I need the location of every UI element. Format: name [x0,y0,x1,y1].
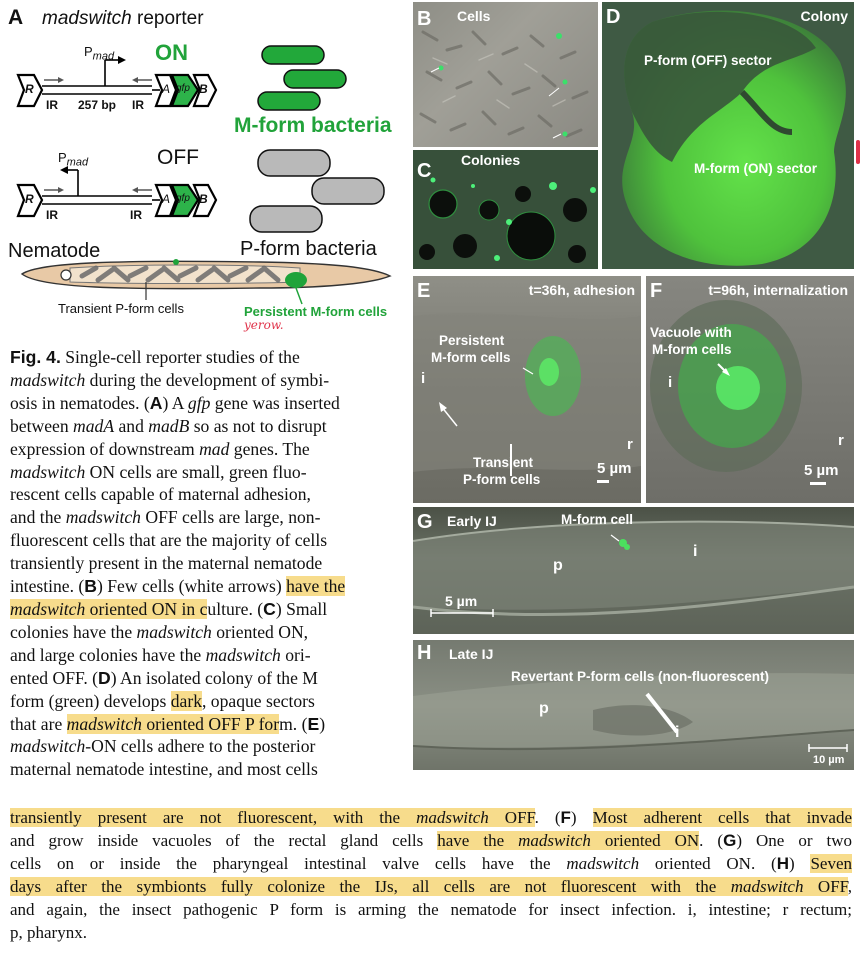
scale-bar-label: 5 µm [597,460,632,477]
panel-d-title: Colony [800,8,848,24]
panel-d-colony [622,10,846,266]
nematode-label: Nematode [8,240,101,262]
panel-h-title: Late IJ [449,646,494,662]
panel-e: E t=36h, adhesion Persistent M-form cell… [413,276,641,503]
gene-a-label: A [162,192,171,206]
bp-label: 257 bp [78,98,117,112]
pmad-label-on: Pmad [84,44,115,63]
persistent-label-2: M-form cells [431,350,511,365]
rectum-label: r [838,432,844,449]
pharynx-label: p [539,700,549,717]
gene-gfp-label: gfp [176,83,190,94]
gene-b-label: B [199,82,208,96]
panel-f: F t=96h, internalization Vacuole with M-… [646,276,854,503]
m-form-rod [257,91,321,111]
ir-label: IR [130,208,142,222]
off-construct [16,166,218,218]
schematic-diagram [16,45,392,305]
panel-g-image [413,520,854,617]
panel-g-letter: G [417,511,433,533]
pmad-label-off: Pmad [58,150,89,169]
m-form-label: M-form bacteria [234,114,392,137]
transient-label-1: Transient [473,455,534,470]
scale-bar-label: 5 µm [445,593,478,609]
panel-f-title: t=96h, internalization [708,282,848,298]
panel-b-texture [419,30,589,139]
m-form-rod [261,45,325,65]
panel-h: H Late IJ Revertant P-form cells (non-fl… [413,640,854,770]
p-form-sector-label: P-form (OFF) sector [644,53,772,68]
gene-a-label: A [162,82,171,96]
panel-d: D Colony P-form (OFF) sector M-form (ON)… [602,2,854,269]
on-construct [16,56,218,108]
nematode-drawing [20,259,392,305]
panel-f-image [650,300,826,485]
panel-e-image [413,313,641,483]
scale-bar-label: 5 µm [804,462,839,479]
ir-label: IR [46,208,58,222]
off-label: OFF [157,146,199,169]
panel-f-letter: F [650,280,663,302]
intestine-label: i [693,543,698,560]
panel-e-letter: E [417,280,431,302]
p-form-rod [257,149,331,177]
m-form-cell-label: M-form cell [561,512,634,527]
panel-b-letter: B [417,8,432,30]
panel-b-title: Cells [457,8,491,24]
panel-b: B Cells [413,2,598,147]
ir-label: IR [46,98,58,112]
transient-label-2: P-form cells [463,472,541,487]
transient-label: Transient P-form cells [58,301,184,316]
vacuole-label-1: Vacuole with [650,325,732,340]
ir-label: IR [132,98,144,112]
figure-caption: Fig. 4. Single-cell reporter studies of … [10,347,346,780]
gene-b-label: B [199,192,208,206]
p-form-rod [311,177,385,205]
persistent-label: Persistent M-form cells [244,304,388,319]
rectum-label: r [627,436,633,453]
red-mark [856,140,860,164]
panel-c-title: Colonies [461,152,521,168]
p-form-label: P-form bacteria [240,238,377,260]
panel-a-letter: A [8,6,24,29]
panel-g-title: Early IJ [447,513,497,529]
revertant-label: Revertant P-form cells (non-fluorescent) [511,669,770,684]
panel-h-letter: H [417,642,432,664]
vacuole-label-2: M-form cells [652,342,732,357]
panel-a-title: madswitch reporter [42,8,204,29]
pharynx-label: p [553,557,563,574]
on-label: ON [155,40,188,65]
m-form-sector-label: M-form (ON) sector [694,161,818,176]
intestine-label: i [675,724,680,741]
handwritten-note: yerow. [244,318,284,332]
panel-e-title: t=36h, adhesion [528,282,635,298]
panel-c: C Colonies [413,150,598,269]
gene-r-label: R [25,192,34,206]
gene-r-label: R [25,82,34,96]
panel-c-colonies [419,177,596,263]
m-form-rod [283,69,347,89]
panel-d-letter: D [606,6,621,28]
panel-c-letter: C [417,160,432,182]
figure-caption-continued: transiently present are not fluorescent,… [10,808,853,942]
intestine-label: i [421,370,426,387]
intestine-label: i [668,374,673,391]
p-form-rod [249,205,323,233]
panel-g: G Early IJ M-form cell p i 5 µm [413,507,854,634]
panel-h-image [413,673,854,752]
persistent-label-1: Persistent [439,333,505,348]
gene-gfp-label: gfp [176,193,190,204]
scale-bar-label: 10 µm [813,754,845,766]
